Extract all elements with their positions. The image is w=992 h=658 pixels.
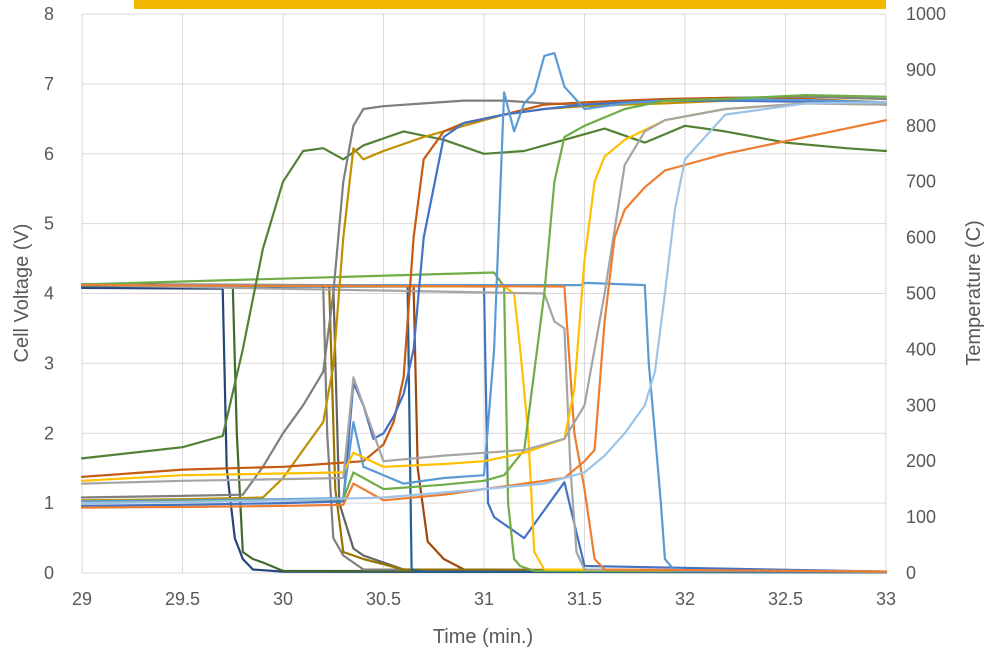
x-axis-ticks: 29 29.5 30 30.5 31 31.5 32 32.5 33 [72, 589, 896, 609]
y2-tick-label-0: 0 [906, 563, 916, 583]
y-tick-label-4: 4 [44, 284, 54, 304]
y2-tick-label-4: 400 [906, 339, 936, 359]
voltage-series-10 [80, 284, 888, 573]
voltage-series-12 [80, 284, 888, 573]
temperature-series-16 [80, 96, 888, 478]
y2-axis-title: Temperature (C) [963, 220, 985, 366]
top-banner [134, 0, 886, 9]
y2-tick-label-7: 700 [906, 172, 936, 192]
series-group [80, 51, 888, 574]
x-tick-label-6: 32 [675, 589, 695, 609]
temperature-series-13 [80, 124, 888, 460]
y-tick-label-2: 2 [44, 423, 54, 443]
x-tick-label-3: 30.5 [366, 589, 401, 609]
y2-axis-ticks: 0 100 200 300 400 500 600 700 800 900 1000 [906, 4, 946, 583]
y-tick-label-6: 6 [44, 144, 54, 164]
y2-tick-label-6: 600 [906, 228, 936, 248]
y-tick-label-3: 3 [44, 353, 54, 373]
x-tick-label-2: 30 [273, 589, 293, 609]
voltage-series-0 [80, 286, 888, 574]
voltage-series-9 [80, 284, 888, 573]
y-axis-title: Cell Voltage (V) [11, 224, 33, 363]
x-axis-title: Time (min.) [433, 626, 533, 648]
y2-tick-label-10: 1000 [906, 4, 946, 24]
voltage-series-1 [80, 284, 888, 573]
voltage-series-7 [80, 284, 888, 573]
temperature-series-23 [80, 101, 888, 505]
temperature-series-18 [80, 51, 888, 503]
x-tick-label-7: 32.5 [768, 589, 803, 609]
y-axis-ticks: 0 1 2 3 4 5 6 7 8 [44, 4, 54, 583]
x-tick-label-1: 29.5 [165, 589, 200, 609]
y-tick-label-5: 5 [44, 214, 54, 234]
y-tick-label-0: 0 [44, 563, 54, 583]
y2-tick-label-9: 900 [906, 60, 936, 80]
x-tick-label-4: 31 [474, 589, 494, 609]
y-tick-label-1: 1 [44, 493, 54, 513]
voltage-series-8 [80, 271, 888, 573]
y2-tick-label-1: 100 [906, 507, 936, 527]
temperature-series-22 [80, 119, 888, 509]
temperature-series-21 [80, 102, 888, 485]
y-tick-label-7: 7 [44, 74, 54, 94]
y2-tick-label-2: 200 [906, 451, 936, 471]
y-tick-label-8: 8 [44, 4, 54, 24]
y2-tick-label-8: 800 [906, 116, 936, 136]
x-tick-label-0: 29 [72, 589, 92, 609]
x-tick-label-8: 33 [876, 589, 896, 609]
y2-tick-label-5: 500 [906, 284, 936, 304]
x-tick-label-5: 31.5 [567, 589, 602, 609]
y2-tick-label-3: 300 [906, 395, 936, 415]
